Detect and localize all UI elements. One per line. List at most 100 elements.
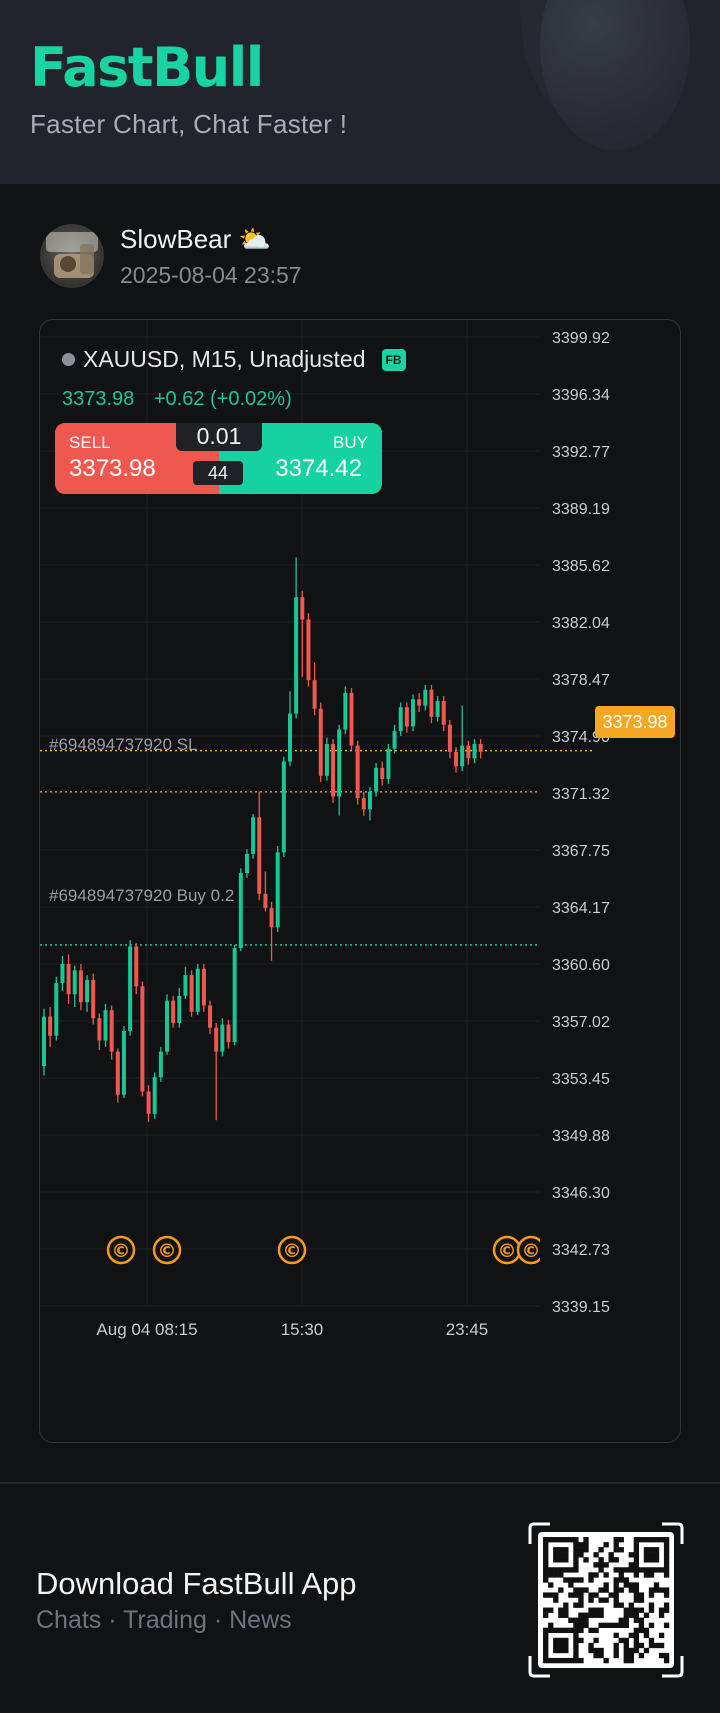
- event-marker-icon[interactable]: ©: [277, 1235, 307, 1265]
- candle-body: [214, 1027, 219, 1052]
- lot-size-input[interactable]: 0.01: [176, 423, 262, 451]
- x-tick-label: Aug 04 08:15: [96, 1320, 197, 1339]
- event-marker-icon[interactable]: ©: [492, 1235, 522, 1265]
- candle-body: [429, 689, 434, 717]
- qr-code[interactable]: [528, 1522, 684, 1678]
- y-tick-label: 3339.15: [552, 1299, 610, 1316]
- candle-body: [331, 743, 336, 797]
- sl-order-label[interactable]: #694894737920 SL: [49, 735, 198, 754]
- candle-body: [208, 1005, 213, 1028]
- candle-body: [54, 983, 59, 1036]
- y-tick-label: 3349.88: [552, 1128, 610, 1145]
- candle-body: [478, 743, 483, 752]
- svg-text:©: ©: [498, 1240, 517, 1262]
- buy-order-label[interactable]: #694894737920 Buy 0.2: [49, 886, 235, 905]
- candle-body: [269, 908, 274, 928]
- candle-body: [201, 968, 206, 1006]
- y-tick-label: 3353.45: [552, 1071, 610, 1088]
- price-change: +0.62 (+0.02%): [153, 388, 292, 410]
- candle-body: [226, 1024, 231, 1043]
- candle-body: [392, 731, 397, 749]
- avatar[interactable]: [40, 224, 104, 288]
- candle-body: [171, 1000, 176, 1023]
- candle-body: [343, 692, 348, 730]
- y-tick-label: 3389.19: [552, 501, 610, 518]
- candle-body: [146, 1091, 151, 1114]
- qr-image: [538, 1532, 674, 1668]
- candle-body: [466, 745, 471, 759]
- candle-body: [417, 699, 422, 706]
- svg-text:©: ©: [158, 1240, 177, 1262]
- y-tick-label: 3371.32: [552, 786, 610, 803]
- candle-body: [115, 1051, 120, 1095]
- candlestick-chart[interactable]: 3399.92 3396.34 3392.77 3389.19 3385.62 3382.…: [40, 320, 681, 1443]
- candle-body: [411, 699, 415, 727]
- chart-card[interactable]: 3399.92 3396.34 3392.77 3389.19 3385.62 3382.…: [39, 319, 681, 1443]
- marker-clip: [540, 1230, 550, 1270]
- sell-price: 3373.98: [69, 455, 156, 482]
- candle-body: [300, 597, 305, 620]
- candle-body: [275, 852, 280, 928]
- symbol-row: XAUUSD, M15, Unadjusted FB: [62, 346, 406, 373]
- username[interactable]: SlowBear ⛅: [120, 224, 271, 254]
- symbol-name[interactable]: XAUUSD, M15, Unadjusted: [83, 346, 366, 372]
- candle-body: [48, 1016, 53, 1036]
- event-marker-icon[interactable]: ©: [516, 1235, 546, 1265]
- candle-body: [312, 680, 317, 709]
- candle-body: [435, 700, 440, 717]
- candle-body: [454, 751, 459, 767]
- candle-body: [152, 1077, 157, 1114]
- svg-text:©: ©: [283, 1240, 302, 1262]
- candle-body: [121, 1030, 126, 1095]
- candle-body: [91, 979, 96, 1019]
- y-tick-label: 3396.34: [552, 387, 610, 404]
- candle-body: [97, 1018, 102, 1041]
- brand-tagline: Faster Chart, Chat Faster !: [30, 109, 348, 139]
- download-title[interactable]: Download FastBull App: [36, 1566, 357, 1601]
- candle-body: [472, 743, 477, 759]
- candle-body: [189, 975, 194, 1012]
- y-tick-label: 3364.17: [552, 900, 610, 917]
- candle-body: [404, 707, 409, 727]
- candle-body: [318, 708, 323, 776]
- y-tick-label: 3378.47: [552, 672, 610, 689]
- candle-body: [85, 979, 90, 1003]
- event-marker-icon[interactable]: ©: [152, 1235, 182, 1265]
- candle-body: [367, 791, 372, 810]
- y-tick-label: 3382.04: [552, 615, 610, 632]
- candle-body: [281, 761, 286, 853]
- current-price-tag: 3373.98: [595, 706, 675, 738]
- candle-body: [380, 767, 385, 780]
- x-tick-label: 23:45: [446, 1320, 489, 1339]
- header-decoration-orb: [540, 0, 690, 150]
- candle-body: [423, 689, 428, 706]
- candle-body: [220, 1024, 225, 1052]
- candle-body: [398, 707, 403, 732]
- last-price: 3373.98: [62, 388, 135, 410]
- event-marker-icon[interactable]: ©: [106, 1235, 136, 1265]
- y-tick-label: 3399.92: [552, 330, 610, 347]
- candle-body: [263, 893, 268, 909]
- brand-logo: FastBull: [30, 36, 264, 99]
- candle-body: [257, 817, 262, 894]
- candle-body: [183, 975, 188, 996]
- candle-body: [441, 700, 446, 725]
- svg-text:©: ©: [112, 1240, 131, 1262]
- y-tick-label: 3392.77: [552, 444, 610, 461]
- candle-body: [109, 1010, 114, 1052]
- candle-body: [238, 873, 243, 949]
- app-header: FastBull Faster Chart, Chat Faster !: [0, 0, 720, 184]
- footer-divider: [0, 1482, 720, 1484]
- candle-body: [337, 729, 342, 797]
- candle-body: [294, 597, 299, 714]
- candle-body: [244, 853, 249, 874]
- post-timestamp: 2025-08-04 23:57: [120, 262, 302, 288]
- candle-body: [158, 1051, 163, 1078]
- price-change-row: 3373.98 +0.62 (+0.02%): [62, 388, 306, 411]
- candle-body: [306, 619, 311, 681]
- download-subtitle: Chats · Trading · News: [36, 1606, 292, 1634]
- candle-body: [232, 948, 237, 1043]
- y-tick-label: 3385.62: [552, 558, 610, 575]
- y-tick-label: 3346.30: [552, 1185, 610, 1202]
- y-tick-label: 3360.60: [552, 957, 610, 974]
